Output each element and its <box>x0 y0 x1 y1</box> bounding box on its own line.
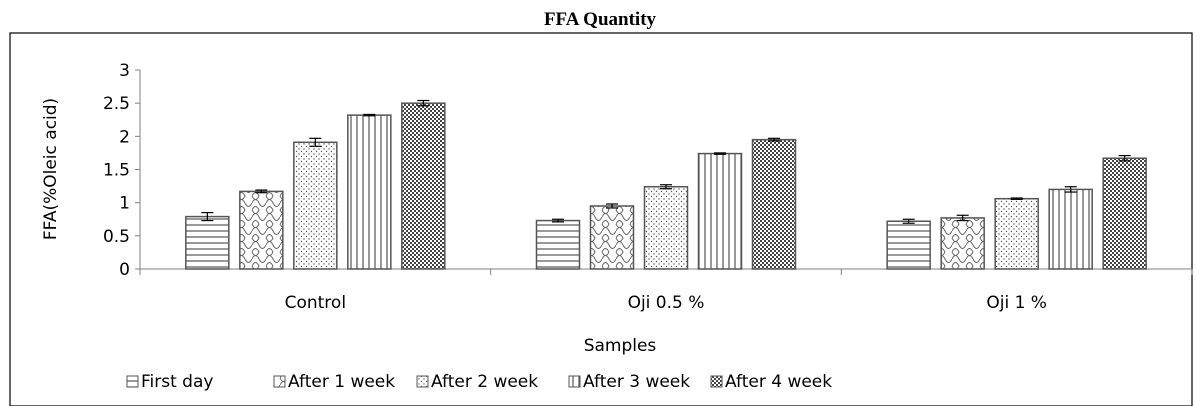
y-tick-label: 2.5 <box>103 94 130 114</box>
y-tick-label: 2 <box>119 127 130 147</box>
y-tick-label: 3 <box>119 61 130 81</box>
legend-swatch <box>416 375 429 388</box>
bar <box>185 215 230 270</box>
bar <box>535 219 581 270</box>
x-axis-title: Samples <box>584 336 657 356</box>
bar <box>293 141 338 270</box>
legend-swatch <box>568 375 581 388</box>
legend-swatch <box>126 375 139 388</box>
legend-label: After 1 week <box>288 372 395 392</box>
x-tick-label: Oji 1 % <box>986 293 1047 313</box>
y-axis-title: FFA(%Oleic acid) <box>41 98 61 240</box>
y-tick-label: 0 <box>119 260 130 280</box>
bars <box>185 99 1147 270</box>
chart-title: FFA Quantity <box>544 9 657 30</box>
legend-label: After 3 week <box>583 372 690 392</box>
legend-label: After 2 week <box>431 372 538 392</box>
legend-swatch <box>273 375 286 388</box>
y-tick-label: 1.5 <box>103 161 130 181</box>
bar <box>347 114 392 270</box>
legend-label: First day <box>141 372 213 392</box>
bar <box>643 185 689 270</box>
bar <box>589 205 635 270</box>
bar <box>1048 188 1093 270</box>
legend-swatch <box>710 375 723 388</box>
x-tick-label: Oji 0.5 % <box>628 293 705 313</box>
legend: First day After 1 week After 2 week After 3… <box>126 372 832 392</box>
bar <box>940 217 985 270</box>
bar <box>401 102 446 270</box>
bar <box>1102 157 1147 270</box>
bar <box>994 197 1039 270</box>
bar <box>239 190 284 270</box>
bar <box>697 152 743 270</box>
bar <box>751 138 797 270</box>
bar <box>886 220 931 270</box>
y-tick-label: 1 <box>119 194 130 214</box>
x-tick-label: Control <box>285 293 346 313</box>
chart-frame <box>9 32 1193 406</box>
legend-label: After 4 week <box>725 372 832 392</box>
y-tick-label: 0.5 <box>103 227 130 247</box>
